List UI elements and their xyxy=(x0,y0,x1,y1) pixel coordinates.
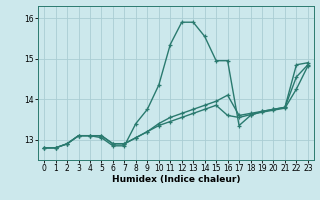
X-axis label: Humidex (Indice chaleur): Humidex (Indice chaleur) xyxy=(112,175,240,184)
